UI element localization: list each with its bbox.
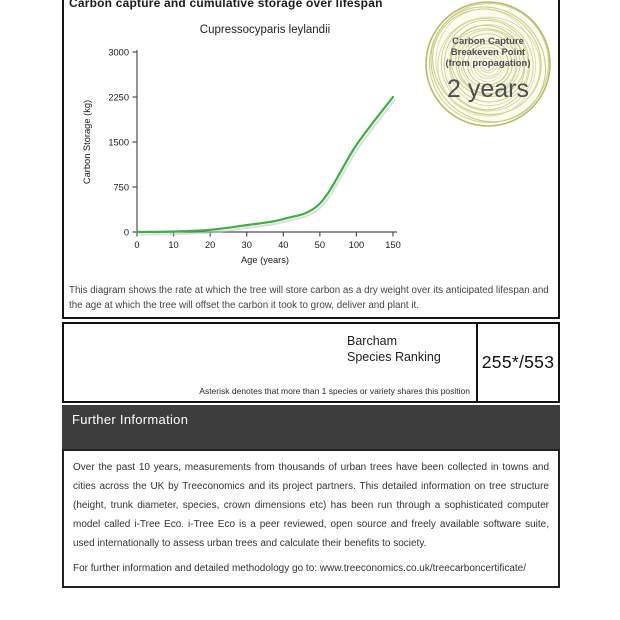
tree-ring	[479, 54, 498, 74]
ranking-label-cell: Barcham Species Ranking Asterisk denotes…	[64, 324, 478, 401]
y-axis-label: Carbon Storage (kg)	[82, 100, 92, 184]
ranking-value: 255*/553	[481, 352, 555, 372]
badge-line2: Breakeven Point	[451, 47, 526, 58]
x-tick-label: 100	[349, 240, 365, 250]
x-tick-label: 40	[278, 240, 288, 250]
y-tick-label: 0	[124, 228, 129, 238]
tree-ring	[430, 6, 546, 123]
tree-ring	[440, 18, 534, 112]
further-information-body: Over the past 10 years, measurements fro…	[62, 449, 560, 588]
tree-ring	[437, 16, 541, 116]
x-tick-label: 150	[385, 240, 401, 250]
chart-description: This diagram shows the rate at which the…	[69, 285, 549, 311]
ranking-title: Barcham Species Ranking	[347, 333, 441, 365]
tree-ring	[449, 24, 526, 103]
badge-line3: (from propagation)	[446, 58, 531, 69]
further-information-paragraph: Over the past 10 years, measurements fro…	[73, 462, 549, 549]
tree-ring	[460, 37, 517, 91]
tree-ring	[435, 8, 536, 117]
tree-ring	[455, 29, 521, 95]
badge-line1: Carbon Capture	[452, 36, 524, 47]
x-tick-label: 20	[205, 240, 215, 250]
tree-ring	[467, 43, 509, 86]
x-axis-label: Age (years)	[241, 255, 289, 265]
tree-ring	[470, 46, 505, 82]
storage-curve-shadow	[138, 98, 396, 236]
y-tick-label: 3000	[108, 48, 129, 58]
x-tick-label: 50	[315, 240, 325, 250]
tree-ring	[462, 40, 513, 88]
y-tick-label: 2250	[108, 93, 129, 103]
ranking-title-line1: Barcham	[347, 334, 398, 348]
x-tick-label: 0	[134, 240, 139, 250]
chart-title: Cupressocyparis leylandii	[199, 24, 331, 36]
tree-ring	[473, 49, 503, 79]
ranking-title-line2: Species Ranking	[347, 350, 441, 364]
tree-ring	[457, 33, 518, 94]
carbon-storage-line-chart: 0 750 1500 2250 3000 0 10 20 30 40 50 100 150 Age (ye…	[82, 48, 401, 266]
page-title: Carbon capture and cumulative storage ov…	[69, 0, 383, 10]
tree-ring	[481, 57, 495, 71]
x-tick-label: 10	[168, 240, 178, 250]
badge-breakeven-years: 2 years	[447, 75, 529, 103]
y-tick-label: 1500	[108, 138, 129, 148]
methodology-link-text: For further information and detailed met…	[73, 563, 527, 574]
ranking-asterisk-note: Asterisk denotes that more than 1 specie…	[199, 386, 470, 396]
tree-ring	[448, 24, 529, 106]
tree-ring	[450, 28, 525, 97]
further-information-header: Further Information	[62, 405, 560, 449]
chart-section: Carbon capture and cumulative storage ov…	[62, 0, 560, 319]
species-ranking-section: Barcham Species Ranking Asterisk denotes…	[62, 322, 560, 403]
tree-ring	[476, 52, 501, 77]
storage-curve	[135, 95, 395, 234]
tree-ring	[443, 19, 530, 111]
x-tick-label: 30	[242, 240, 252, 250]
y-tick-label: 750	[113, 183, 129, 193]
